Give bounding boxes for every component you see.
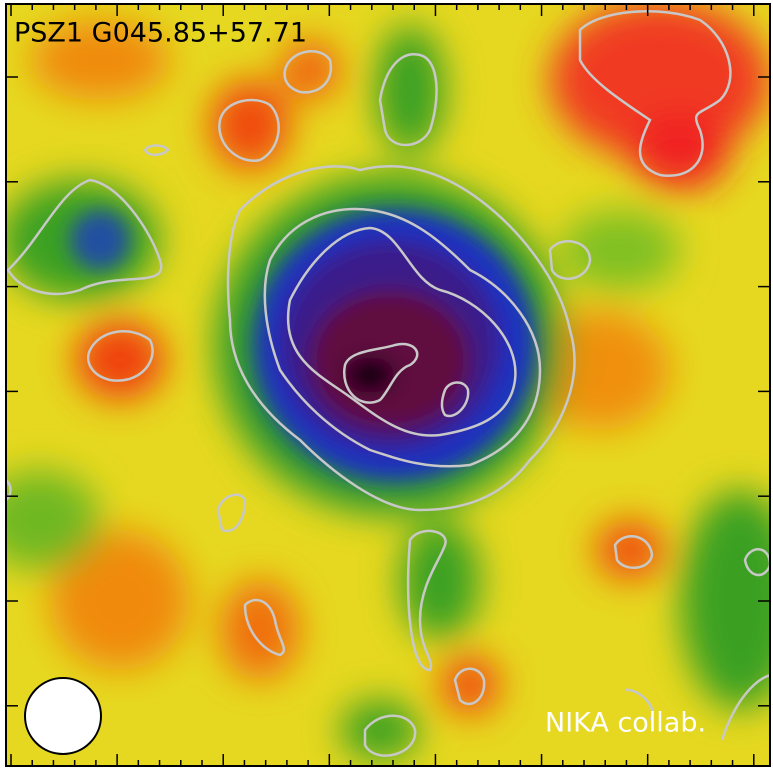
map-title: PSZ1 G045.85+57.71	[14, 18, 307, 49]
frame	[5, 3, 771, 767]
credit: NIKA collab.	[545, 708, 706, 739]
beam	[24, 677, 102, 755]
contours	[6, 10, 770, 757]
